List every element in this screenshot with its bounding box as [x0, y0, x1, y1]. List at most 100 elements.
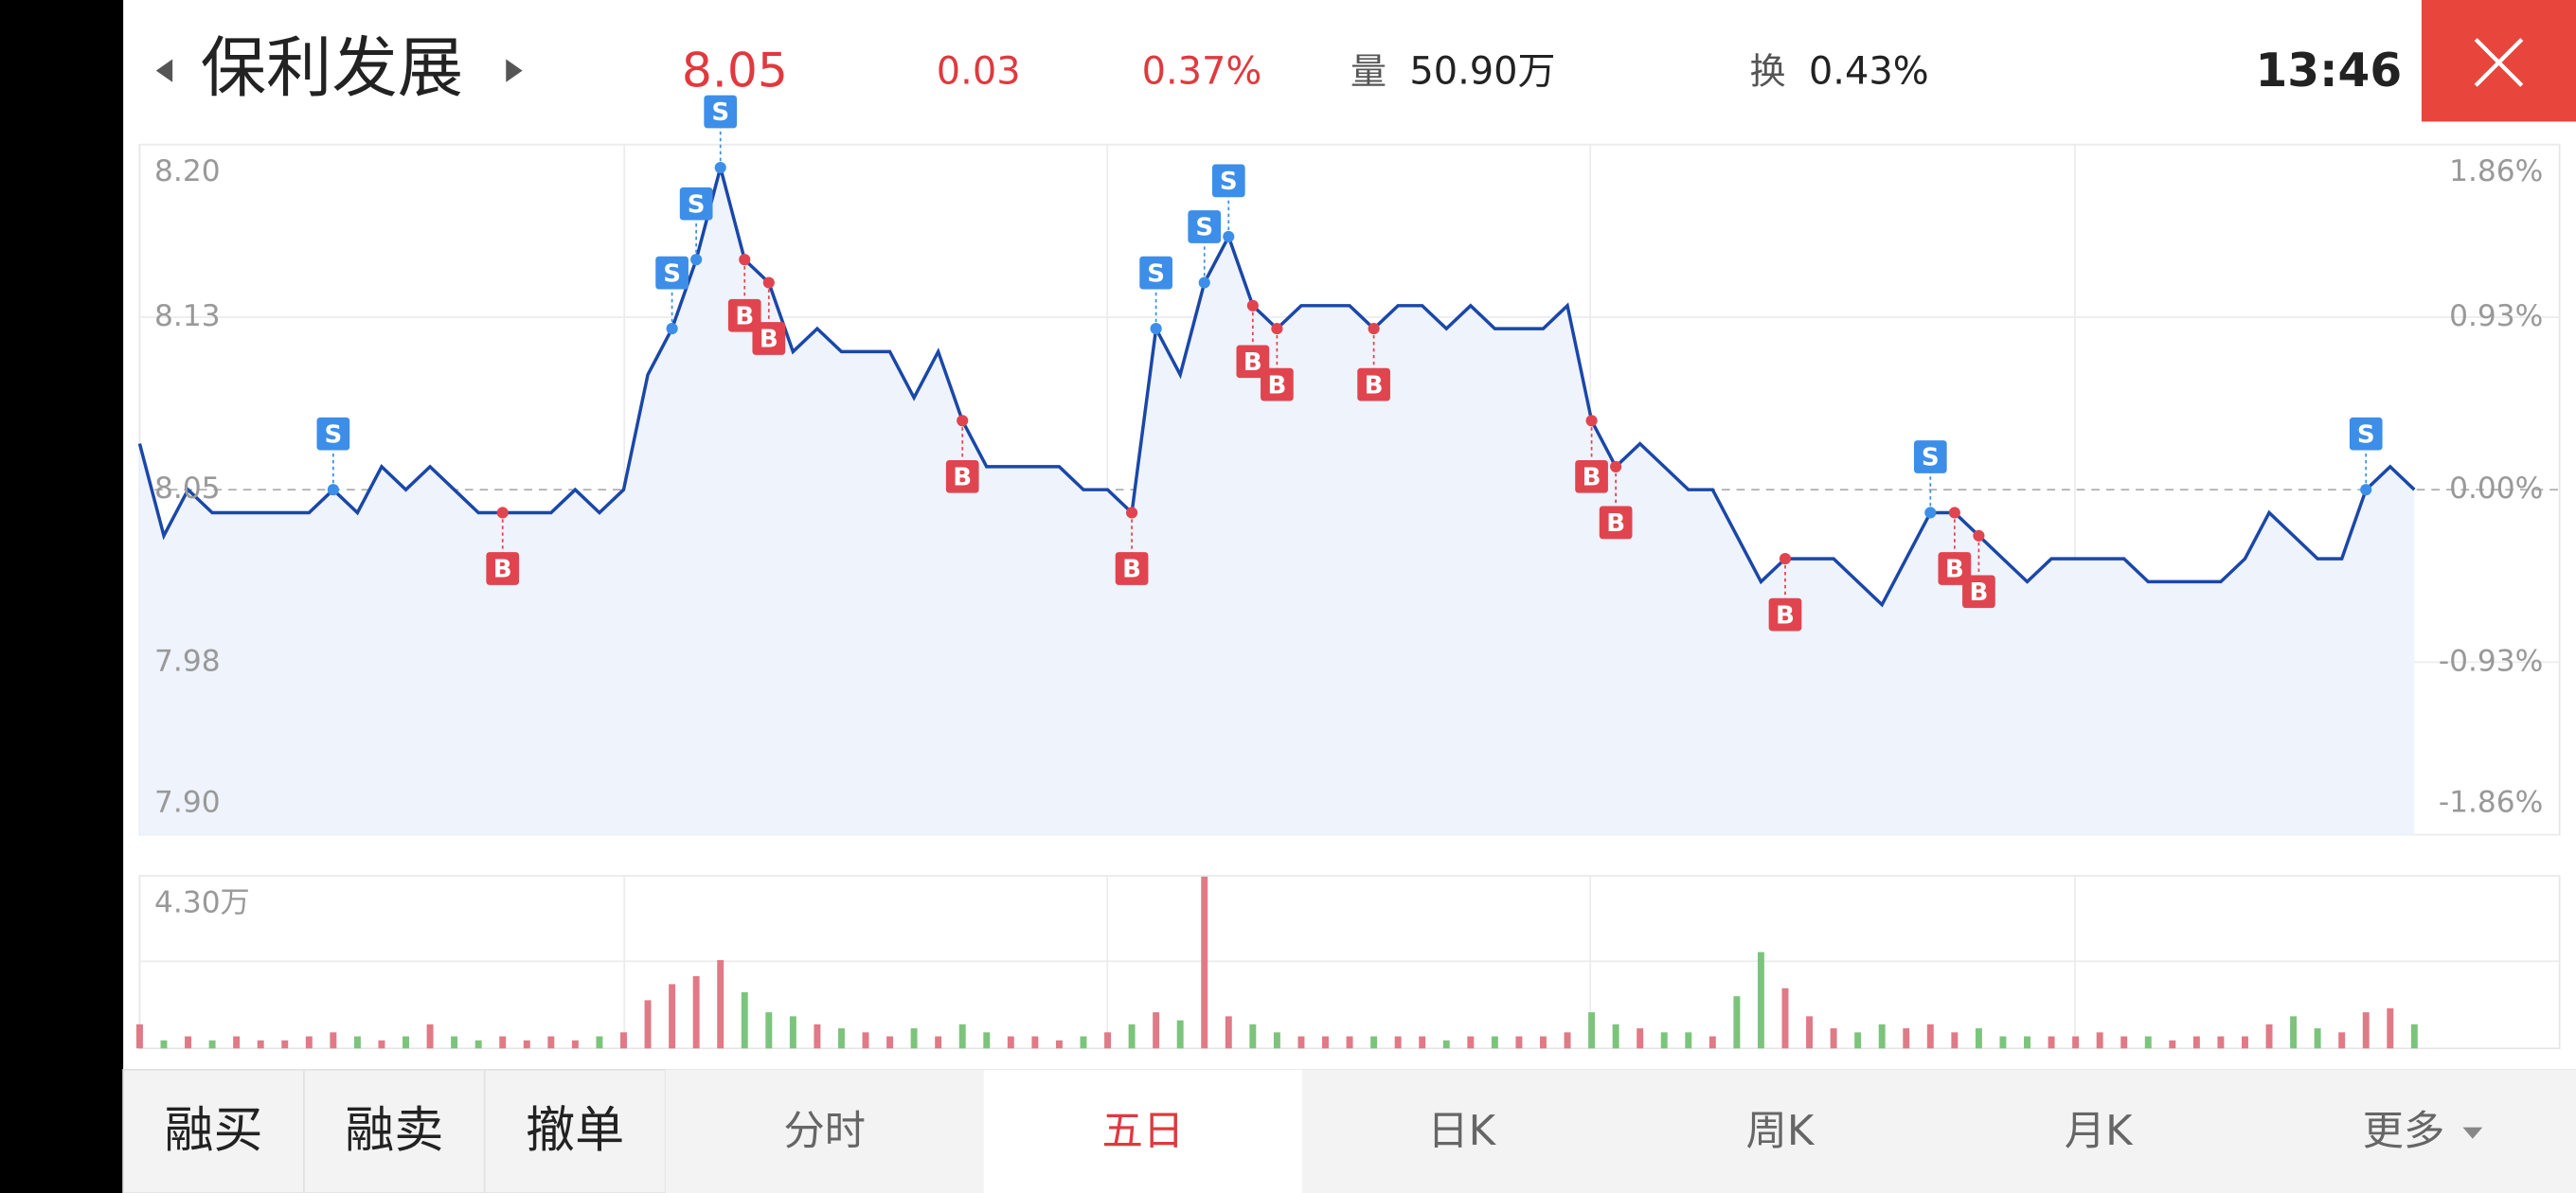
trade-label: B [1365, 371, 1384, 400]
trade-badge[interactable] [1261, 367, 1294, 401]
trade-badge[interactable] [1962, 575, 1995, 609]
trade-point [690, 254, 703, 266]
tabs: 融买 融卖 撤单 分时 五日 日K 周K 月K 更多 [122, 1068, 2576, 1193]
trade-point [327, 484, 339, 496]
next-arrow[interactable] [506, 59, 523, 82]
volume-bar [1467, 1036, 1475, 1049]
volume-bar [499, 1036, 507, 1049]
trade-point [1779, 553, 1792, 565]
trade-badge[interactable] [1188, 210, 1222, 243]
trade-label: S [1147, 259, 1165, 288]
volume-bar [1055, 1040, 1063, 1049]
period-tab[interactable] [1620, 1069, 1940, 1193]
trade-point [1585, 415, 1598, 427]
trade-badge[interactable] [1115, 552, 1149, 585]
volume-bar [1733, 996, 1741, 1049]
trade-badge[interactable] [704, 95, 738, 129]
left-strip [0, 0, 124, 1193]
volume-bar [2314, 1028, 2321, 1049]
trade-point [714, 161, 726, 174]
period-label: 五日 [1102, 1108, 1185, 1155]
volume-bar [1031, 1036, 1039, 1049]
period-label: 更多 [2363, 1108, 2445, 1155]
action-label: 融卖 [345, 1103, 443, 1160]
trade-label: B [1583, 464, 1601, 492]
y2-tick-label: 0.93% [2449, 299, 2543, 333]
volume-bar [765, 1012, 773, 1049]
turnover: 0.43% [1809, 50, 1929, 94]
volume-bar [1104, 1032, 1111, 1049]
trade-badge[interactable] [1211, 164, 1245, 198]
volume-bar [426, 1024, 434, 1049]
volume-bar [185, 1036, 192, 1049]
volume-bar [1394, 1036, 1402, 1049]
trade-badge[interactable] [1139, 256, 1172, 290]
trade-badge[interactable] [679, 187, 713, 221]
trade-point [496, 507, 509, 519]
trade-label: B [760, 326, 778, 354]
volume-bar [958, 1024, 966, 1049]
volume-bar [1708, 1036, 1716, 1049]
trade-badge[interactable] [486, 552, 520, 585]
volume-bar [233, 1036, 241, 1049]
volume-bar [1999, 1036, 2007, 1049]
stock-name: 保利发展 [201, 30, 463, 106]
y-tick-label: 7.98 [154, 644, 220, 678]
prev-arrow[interactable] [155, 59, 173, 82]
trade-label: S [711, 98, 729, 127]
volume-bar [2192, 1036, 2200, 1049]
period-tab[interactable] [2257, 1069, 2576, 1193]
trade-label: B [1776, 601, 1795, 630]
volume-bar [983, 1032, 991, 1049]
trade-label: S [1922, 444, 1940, 472]
turnover-label: 换 [1749, 52, 1785, 94]
action-tab[interactable] [303, 1068, 486, 1193]
period-tab[interactable] [665, 1069, 984, 1193]
y-tick-label: 7.90 [154, 786, 220, 820]
close-icon [2474, 38, 2524, 87]
volume-bar [2048, 1036, 2055, 1049]
volume-bar [2265, 1024, 2273, 1049]
trade-label: B [1945, 556, 1964, 584]
trade-point [1223, 230, 1235, 242]
trade-badge[interactable] [945, 459, 979, 493]
volume-bar [862, 1032, 869, 1049]
trade-badge[interactable] [1599, 506, 1633, 540]
period-tab[interactable] [983, 1069, 1303, 1193]
volume-bar [1322, 1036, 1329, 1049]
y2-tick-label: -1.86% [2439, 786, 2543, 820]
volume-bar [1539, 1036, 1547, 1049]
volume-bar [1878, 1024, 1886, 1049]
volume-bar [2169, 1040, 2176, 1049]
trade-label: B [735, 302, 754, 330]
volume-bar [1854, 1032, 1862, 1049]
volume-bar [1564, 1032, 1571, 1049]
trade-point [1246, 299, 1259, 312]
volume-bar [1975, 1028, 1982, 1049]
trade-label: B [1267, 371, 1286, 400]
volume-bar [1781, 988, 1789, 1049]
period-label: 月K [2065, 1108, 2134, 1155]
trade-badge[interactable] [2349, 417, 2383, 451]
trade-label: B [953, 464, 972, 492]
trade-badge[interactable] [1913, 440, 1947, 473]
trade-badge[interactable] [752, 322, 786, 355]
period-tab[interactable] [1939, 1069, 2258, 1193]
volume-bar [910, 1028, 918, 1049]
trade-label: S [1220, 168, 1238, 196]
trade-label: S [1195, 214, 1213, 242]
period-tab[interactable] [1302, 1069, 1621, 1193]
trade-badge[interactable] [316, 417, 350, 451]
volume-bar [1442, 1040, 1450, 1049]
trade-badge[interactable] [1768, 597, 1802, 632]
action-tab[interactable] [122, 1068, 305, 1193]
trade-badge[interactable] [1357, 367, 1390, 401]
volume-bar [1757, 952, 1764, 1049]
dropdown-caret [2462, 1127, 2483, 1139]
volume-bar [135, 1024, 143, 1049]
trade-badge[interactable] [1575, 459, 1608, 493]
trade-point [1271, 323, 1283, 335]
trade-badge[interactable] [655, 256, 689, 290]
trade-point [1948, 507, 1960, 519]
volume-bar [669, 984, 676, 1049]
